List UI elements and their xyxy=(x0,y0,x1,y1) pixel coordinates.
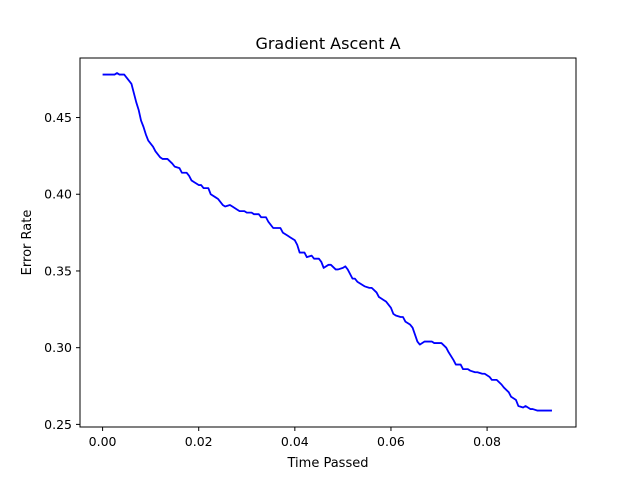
axes-frame xyxy=(79,57,577,428)
x-axis-label: Time Passed xyxy=(287,456,369,471)
plot-area xyxy=(102,72,552,412)
y-axis-ticks: 0.25 0.30 0.35 0.40 0.45 xyxy=(44,110,80,432)
x-tick-label: 0.06 xyxy=(377,434,405,449)
x-tick-label: 0.04 xyxy=(281,434,309,449)
y-tick-label: 0.25 xyxy=(44,417,72,432)
chart-title: Gradient Ascent A xyxy=(255,34,400,53)
x-tick-label: 0.08 xyxy=(473,434,501,449)
y-tick-label: 0.35 xyxy=(44,263,72,278)
y-tick-label: 0.30 xyxy=(44,340,72,355)
series-line-1 xyxy=(102,72,552,412)
x-axis-ticks: 0.00 0.02 0.04 0.06 0.08 xyxy=(89,427,501,449)
x-tick-label: 0.02 xyxy=(185,434,213,449)
y-tick-label: 0.45 xyxy=(44,110,72,125)
y-tick-label: 0.40 xyxy=(44,187,72,202)
x-tick-label: 0.00 xyxy=(89,434,117,449)
y-axis-label: Error Rate xyxy=(20,210,35,276)
